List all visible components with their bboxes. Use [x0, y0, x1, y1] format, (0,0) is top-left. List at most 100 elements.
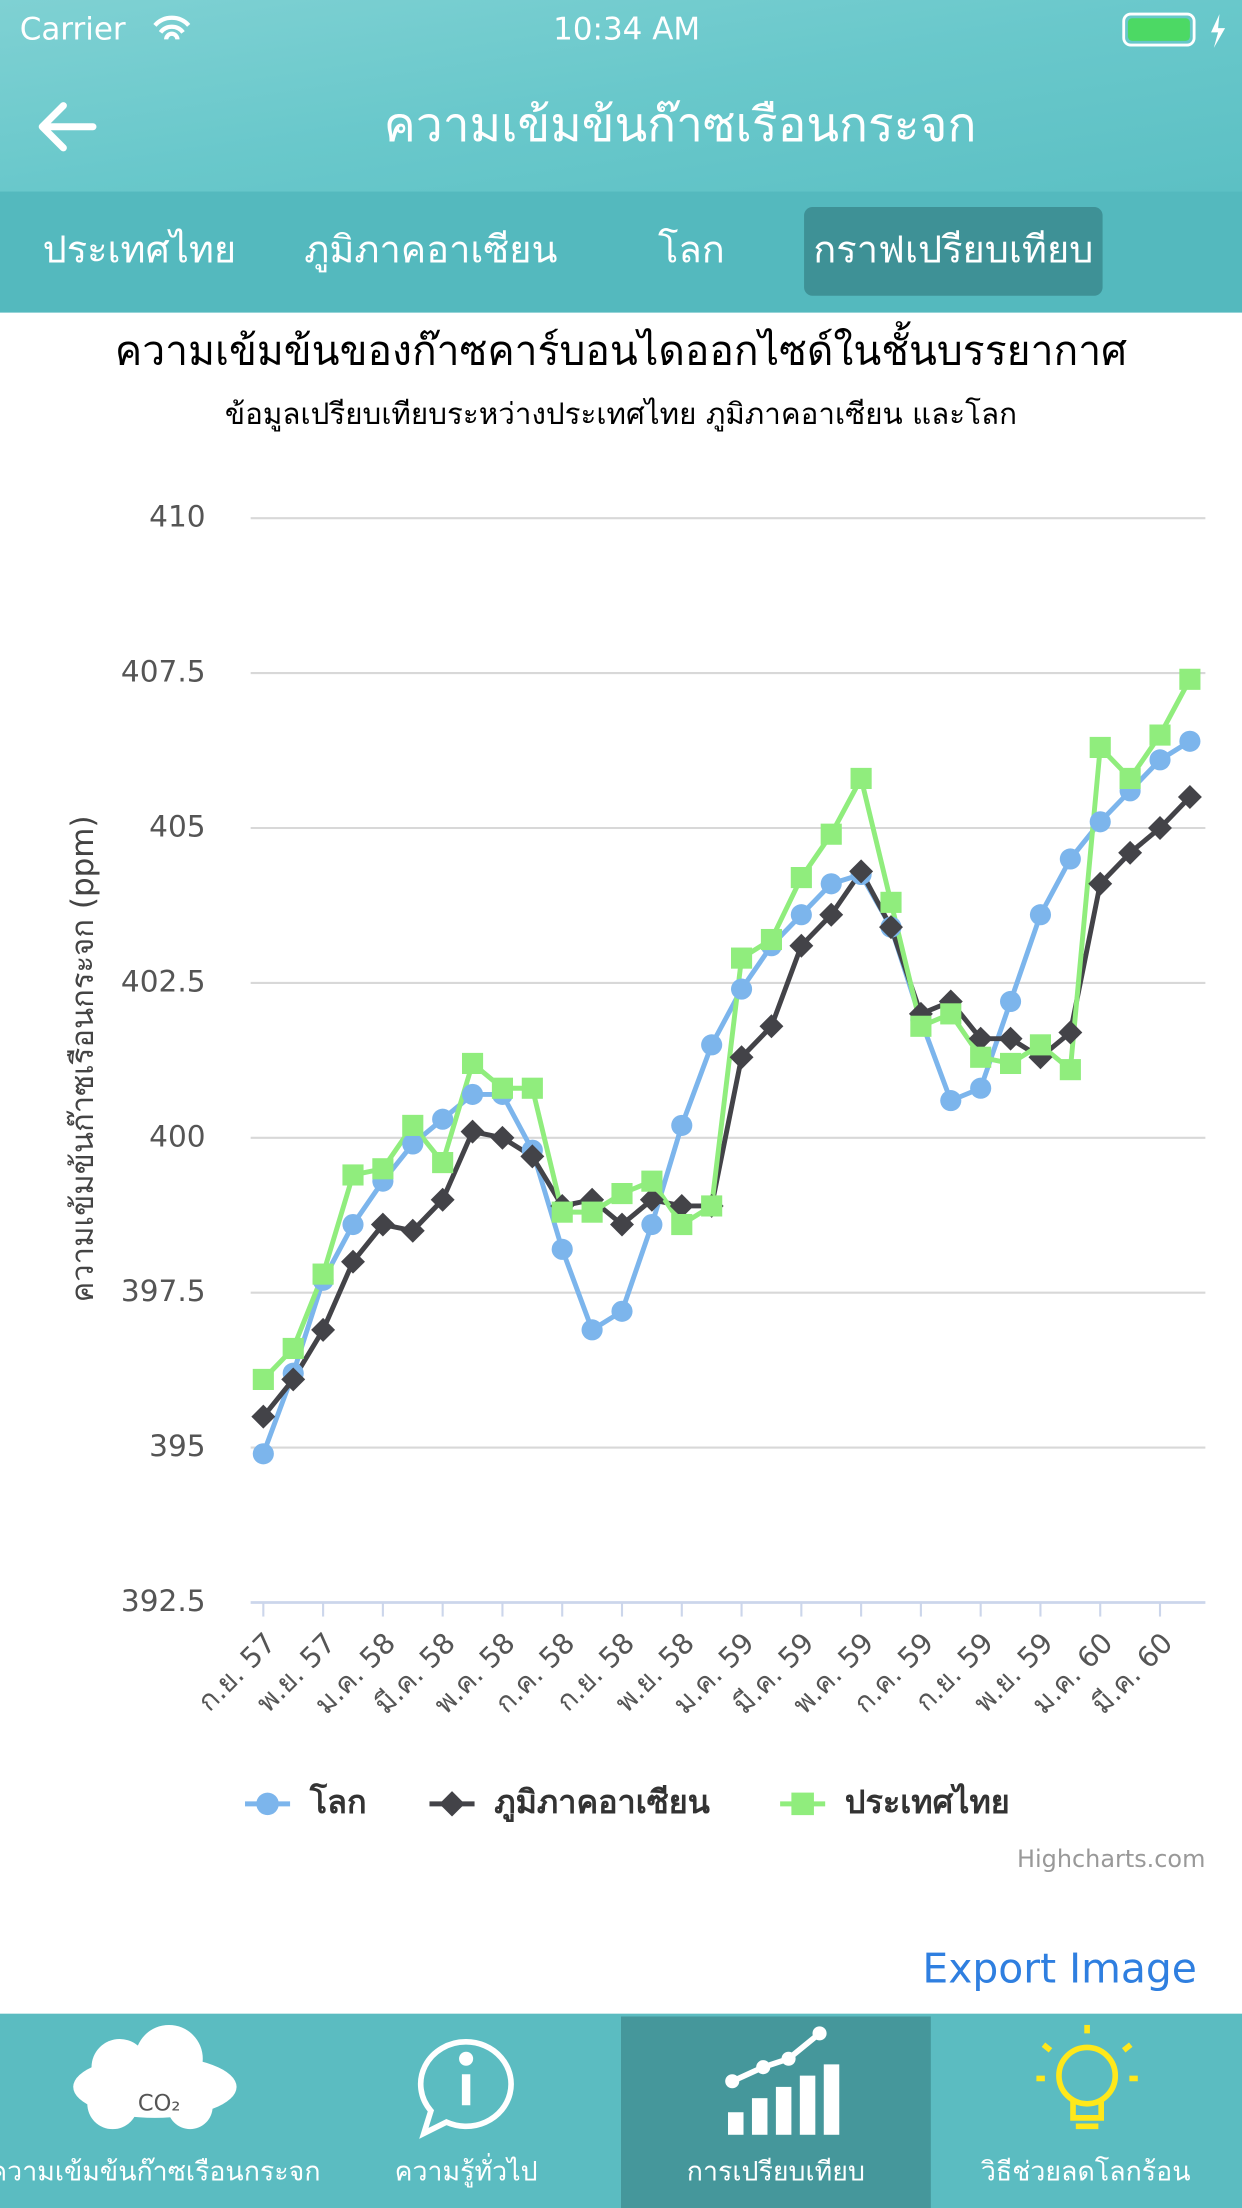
marker — [490, 1125, 515, 1150]
chart-title: ความเข้มข้นของก๊าซคาร์บอนไดออกไซด์ในชั้น… — [115, 320, 1127, 374]
series-line — [261, 678, 1193, 1382]
marker — [256, 1792, 279, 1816]
clock: 10:34 AM — [553, 11, 700, 47]
marker — [1119, 767, 1141, 789]
marker — [820, 873, 842, 895]
tab[interactable]: โลก — [658, 228, 725, 272]
marker — [1177, 785, 1202, 809]
marker — [1029, 1034, 1052, 1056]
y-tick-label: 407.5 — [121, 655, 206, 689]
marker — [251, 1404, 276, 1429]
bottom-tab[interactable]: ความรู้ทั่วไป — [395, 2152, 538, 2187]
marker — [820, 823, 842, 845]
bottom-tab[interactable]: ความเข้มข้นก๊าซเรือนกระจก — [0, 2156, 321, 2187]
marker — [790, 904, 812, 926]
bottom-tab[interactable]: การเปรียบเทียบ — [687, 2156, 865, 2187]
charging-icon — [1211, 14, 1226, 48]
marker — [701, 1195, 723, 1217]
marker — [252, 1443, 274, 1465]
y-tick-label: 395 — [149, 1429, 205, 1463]
marker — [372, 1158, 394, 1180]
marker — [611, 1182, 633, 1205]
credits[interactable]: Highcharts.com — [1017, 1845, 1205, 1873]
bulb-icon — [1036, 2024, 1138, 2130]
marker — [789, 933, 814, 958]
marker — [521, 1077, 543, 1099]
y-tick-label: 405 — [149, 810, 205, 844]
marker — [402, 1114, 424, 1136]
marker — [1149, 749, 1171, 771]
marker — [551, 1238, 573, 1260]
marker — [611, 1300, 633, 1322]
marker — [849, 859, 874, 884]
marker — [581, 1319, 603, 1341]
marker — [880, 891, 902, 913]
marker — [491, 1077, 514, 1099]
y-tick-label: 402.5 — [121, 964, 206, 998]
marker — [819, 902, 844, 927]
marker — [312, 1263, 334, 1285]
marker — [581, 1201, 603, 1223]
bottom-tab[interactable]: วิธีช่วยลดโลกร้อน — [981, 2156, 1191, 2187]
marker — [342, 1213, 364, 1236]
marker — [400, 1218, 425, 1243]
marker — [759, 1014, 784, 1039]
marker — [1000, 1052, 1022, 1075]
marker — [1179, 668, 1201, 690]
marker — [1148, 816, 1172, 840]
co2-icon: CO₂ — [73, 2024, 237, 2130]
marker — [370, 1212, 395, 1237]
marker — [639, 1187, 664, 1212]
marker — [281, 1367, 306, 1392]
y-tick-label: 392.5 — [121, 1584, 206, 1618]
marker — [879, 915, 903, 940]
marker — [730, 978, 753, 1000]
marker — [1089, 736, 1111, 759]
marker — [790, 867, 812, 889]
marker — [998, 1026, 1023, 1051]
marker — [311, 1317, 336, 1342]
header-title: ความเข้มข้นก๊าซเรือนกระจก — [384, 98, 977, 153]
marker — [940, 1003, 962, 1025]
header-bg — [0, 0, 1242, 192]
info-icon — [417, 2039, 514, 2139]
marker — [1088, 871, 1113, 896]
legend-label: โลก — [309, 1782, 367, 1821]
legend-label: ภูมิภาคอาเซียน — [494, 1783, 710, 1823]
y-axis-label: ความเข้มข้นก๊าซเรือนกระจก (ppm) — [65, 815, 101, 1302]
export-button[interactable]: Export Image — [922, 1944, 1196, 1992]
marker — [940, 1090, 962, 1112]
marker — [671, 1213, 693, 1236]
series-line — [261, 795, 1192, 1419]
marker — [641, 1170, 663, 1192]
marker — [341, 1249, 365, 1274]
marker — [252, 1368, 274, 1390]
marker — [910, 1015, 932, 1037]
tab[interactable]: ภูมิภาคอาเซียน — [304, 228, 557, 273]
y-tick-label: 397.5 — [121, 1274, 206, 1308]
co2-label: CO₂ — [138, 2090, 180, 2116]
marker — [850, 767, 872, 789]
marker — [791, 1792, 814, 1816]
marker — [551, 1201, 573, 1223]
marker — [701, 1034, 723, 1056]
marker — [461, 1083, 484, 1105]
marker — [430, 1187, 455, 1212]
marker — [1000, 990, 1022, 1013]
tab[interactable]: กราฟเปรียบเทียบ — [813, 228, 1093, 272]
tab[interactable]: ประเทศไทย — [43, 228, 237, 272]
marker — [641, 1213, 663, 1236]
marker — [1058, 1020, 1083, 1045]
marker — [460, 1119, 485, 1144]
back-button[interactable] — [38, 102, 97, 152]
marker — [1059, 1059, 1081, 1081]
wifi-icon — [153, 15, 191, 40]
marker — [282, 1337, 304, 1360]
chart-subtitle: ข้อมูลเปรียบเทียบระหว่างประเทศไทย ภูมิภา… — [225, 397, 1017, 432]
marker — [729, 1045, 754, 1070]
legend-label: ประเทศไทย — [845, 1783, 1010, 1821]
battery — [1122, 12, 1196, 47]
marker — [970, 1077, 992, 1099]
marker — [432, 1152, 454, 1174]
